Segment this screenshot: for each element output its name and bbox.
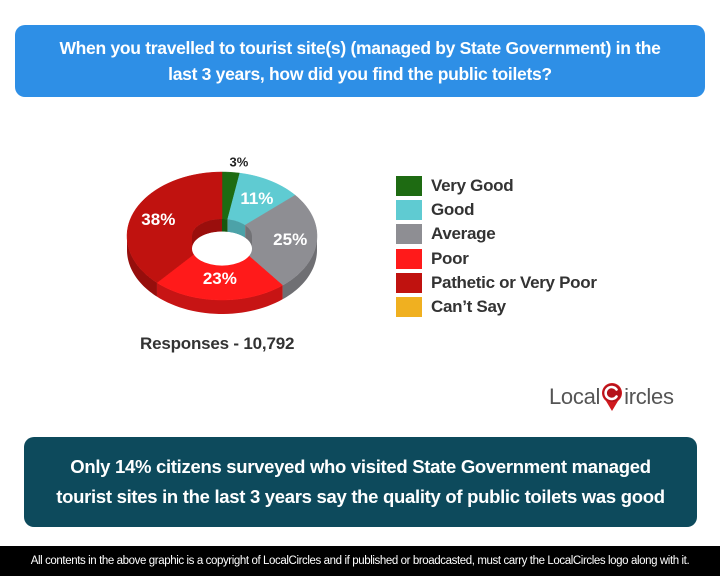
localcircles-logo: Local ircles [549,382,674,412]
legend-label: Average [431,224,496,244]
legend-swatch [396,272,422,293]
legend-swatch [396,200,422,221]
legend-item-cant-say: Can’t Say [396,295,597,319]
legend-item-pathetic: Pathetic or Very Poor [396,271,597,295]
pie-slice-label: 11% [240,188,274,208]
pie-slice-label: 25% [273,230,308,250]
question-title: When you travelled to tourist site(s) (m… [59,38,661,84]
copyright-text: All contents in the above graphic is a c… [30,555,690,567]
logo-text-local: Local [549,384,601,409]
map-pin-c-icon [601,382,623,412]
copyright-footer: All contents in the above graphic is a c… [0,546,720,576]
donut-chart: 3% 11% 25% 23% 38% [100,135,350,325]
legend-label: Good [431,200,475,220]
chart-legend: Very Good Good Average Poor Pathetic or … [396,174,597,319]
responses-count: Responses - 10,792 [140,334,295,353]
legend-swatch [396,176,422,197]
legend-label: Can’t Say [431,297,506,317]
pie-slice-label: 23% [202,269,237,289]
question-banner: When you travelled to tourist site(s) (m… [15,25,705,97]
pie-slice-label: 3% [229,154,249,170]
legend-label: Poor [431,248,469,268]
legend-item-poor: Poor [396,247,597,271]
summary-banner: Only 14% citizens surveyed who visited S… [24,437,697,527]
pie-slice-label: 38% [141,209,176,229]
legend-swatch [396,248,422,269]
legend-item-average: Average [396,222,597,246]
legend-swatch [396,224,422,245]
legend-item-good: Good [396,198,597,222]
summary-text: Only 14% citizens surveyed who visited S… [56,456,665,507]
legend-label: Very Good [431,176,514,196]
logo-text-ircles: ircles [624,384,674,409]
legend-swatch [396,297,422,318]
donut-chart-graphic [126,171,318,314]
legend-label: Pathetic or Very Poor [431,272,597,292]
legend-item-very-good: Very Good [396,174,597,198]
